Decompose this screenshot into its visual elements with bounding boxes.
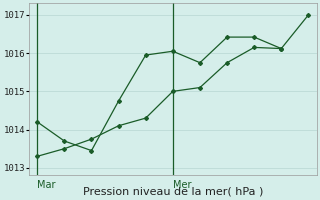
- Text: Mer: Mer: [173, 180, 191, 190]
- Text: Mar: Mar: [37, 180, 56, 190]
- X-axis label: Pression niveau de la mer( hPa ): Pression niveau de la mer( hPa ): [83, 187, 263, 197]
